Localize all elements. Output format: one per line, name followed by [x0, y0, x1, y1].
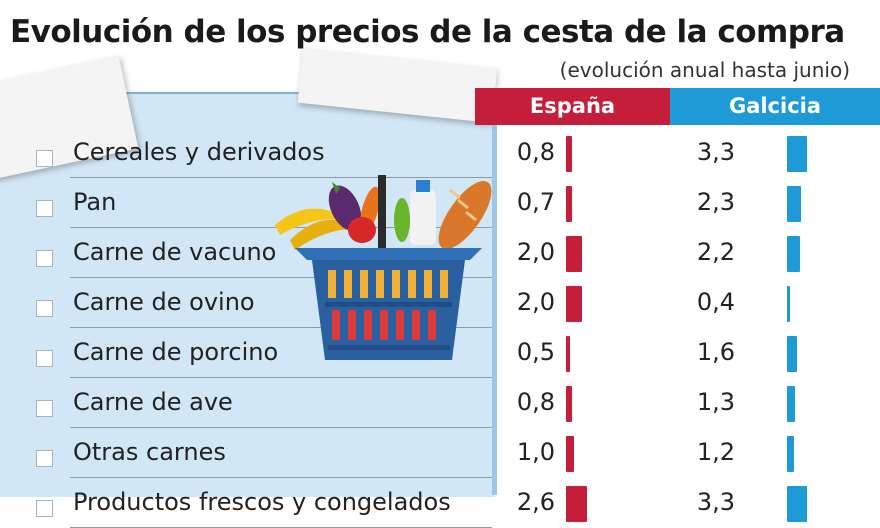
bar-galicia	[787, 486, 807, 522]
checkbox-icon	[36, 300, 53, 317]
bar-espana	[566, 286, 582, 322]
chart-title: Evolución de los precios de la cesta de …	[10, 14, 845, 50]
value-label-espana: 1,0	[516, 438, 555, 466]
checkbox-icon	[36, 250, 53, 267]
value-label-espana: 2,0	[516, 238, 555, 266]
table-row: Carne de vacuno 2,0 2,2	[0, 228, 880, 278]
row-divider	[70, 177, 492, 178]
bar-galicia	[787, 386, 795, 422]
table-row: Otras carnes 1,0 1,2	[0, 428, 880, 478]
value-label-espana: 2,0	[516, 288, 555, 316]
checkbox-icon	[36, 150, 53, 167]
bar-espana	[566, 236, 582, 272]
value-label-galicia: 0,4	[696, 288, 735, 316]
value-label-espana: 0,8	[516, 138, 555, 166]
row-divider	[70, 477, 492, 478]
category-label: Otras carnes	[73, 438, 226, 466]
legend-espana: España	[475, 88, 670, 125]
bar-espana	[566, 386, 573, 422]
bar-galicia	[787, 286, 790, 322]
table-row: Cereales y derivados 0,8 3,3	[0, 128, 880, 178]
value-label-espana: 0,8	[516, 388, 555, 416]
bar-espana	[566, 486, 587, 522]
value-label-galicia: 1,3	[696, 388, 735, 416]
value-label-galicia: 3,3	[696, 138, 735, 166]
table-row: Carne de porcino 0,5 1,6	[0, 328, 880, 378]
row-divider	[70, 277, 492, 278]
bar-espana	[566, 436, 574, 472]
bar-espana	[566, 136, 573, 172]
value-label-espana: 0,5	[516, 338, 555, 366]
bar-galicia	[787, 236, 801, 272]
bar-galicia	[787, 186, 801, 222]
value-label-galicia: 1,6	[696, 338, 735, 366]
category-label: Carne de ovino	[73, 288, 255, 316]
table-row: Productos frescos y congelados 2,6 3,3	[0, 478, 880, 528]
value-label-galicia: 3,3	[696, 488, 735, 516]
checkbox-icon	[36, 350, 53, 367]
checkbox-icon	[36, 200, 53, 217]
row-divider	[70, 427, 492, 428]
shopping-basket-icon	[275, 175, 492, 360]
category-label: Carne de porcino	[73, 338, 279, 366]
category-label: Productos frescos y congelados	[73, 488, 451, 516]
category-label: Cereales y derivados	[73, 138, 325, 166]
chart-subtitle: (evolución anual hasta junio)	[559, 58, 850, 82]
bar-espana	[566, 336, 570, 372]
value-label-galicia: 2,2	[696, 238, 735, 266]
value-label-galicia: 1,2	[696, 438, 735, 466]
category-label: Carne de vacuno	[73, 238, 277, 266]
checkbox-icon	[36, 500, 53, 517]
notepad-edge	[492, 92, 497, 495]
table-row: Carne de ave 0,8 1,3	[0, 378, 880, 428]
value-label-espana: 2,6	[516, 488, 555, 516]
bar-espana	[566, 186, 572, 222]
bar-galicia	[787, 136, 807, 172]
row-divider	[70, 377, 492, 378]
legend-galicia: Galcicia	[670, 88, 880, 125]
table-row: Carne de ovino 2,0 0,4	[0, 278, 880, 328]
row-divider	[70, 327, 492, 328]
category-label: Pan	[73, 188, 117, 216]
checkbox-icon	[36, 400, 53, 417]
category-label: Carne de ave	[73, 388, 233, 416]
checkbox-icon	[36, 450, 53, 467]
bar-galicia	[787, 336, 797, 372]
value-label-espana: 0,7	[516, 188, 555, 216]
bar-galicia	[787, 436, 795, 472]
value-label-galicia: 2,3	[696, 188, 735, 216]
